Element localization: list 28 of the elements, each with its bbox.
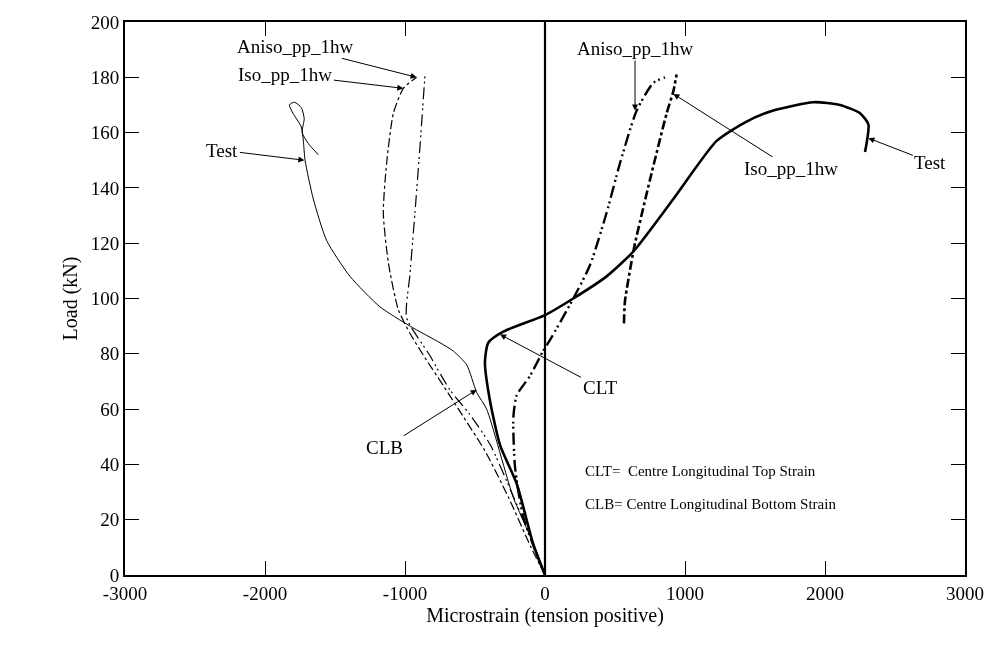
annotation: Test (914, 152, 947, 173)
annotation: CLB (366, 437, 403, 458)
y-tick-label: 140 (90, 177, 120, 199)
x-tick-label: 0 (540, 582, 550, 604)
y-axis-title: Load (kN) (58, 256, 82, 341)
y-tick-label: 20 (100, 509, 120, 531)
annotation: CLB= Centre Longitudinal Bottom Strain (585, 496, 837, 512)
y-tick-label: 40 (100, 454, 120, 476)
y-tick-label: 180 (90, 66, 120, 88)
y-tick-label: 160 (90, 122, 120, 144)
y-tick-label: 100 (90, 288, 120, 310)
y-tick-label: 200 (90, 11, 120, 33)
x-axis-title: Microstrain (tension positive) (426, 603, 664, 627)
y-tick-label: 60 (100, 398, 120, 420)
annotation: CLT (583, 377, 618, 398)
annotation: Aniso_pp_1hw (237, 36, 354, 57)
annotation: Aniso_pp_1hw (577, 38, 694, 59)
annotation: Test (206, 140, 239, 161)
y-tick-label: 80 (100, 343, 120, 365)
x-tick-label: -2000 (242, 582, 288, 604)
annotation: Iso_pp_1hw (238, 64, 333, 85)
annotation: Iso_pp_1hw (744, 158, 839, 179)
x-tick-label: 1000 (666, 582, 704, 604)
x-tick-label: 2000 (806, 582, 844, 604)
x-tick-label: -1000 (382, 582, 428, 604)
y-tick-label: 120 (90, 232, 120, 254)
annotation: CLT= Centre Longitudinal Top Strain (585, 463, 816, 479)
x-tick-label: 3000 (946, 582, 984, 604)
